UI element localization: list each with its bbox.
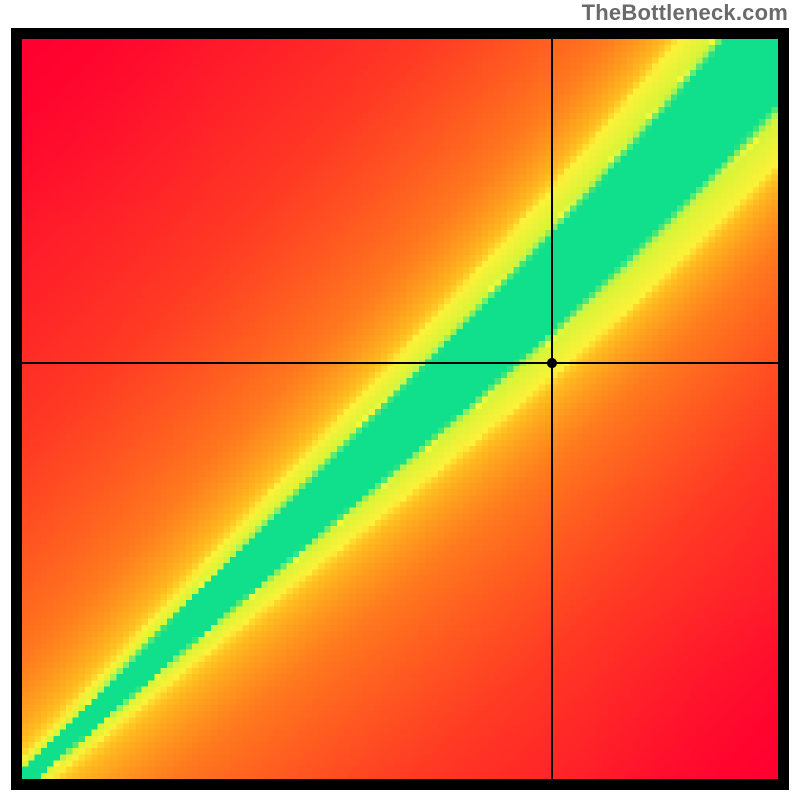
watermark-text: TheBottleneck.com	[582, 0, 788, 26]
plot-border	[11, 28, 789, 790]
figure-root: { "watermark": { "text": "TheBottleneck.…	[0, 0, 800, 800]
crosshair-overlay	[22, 39, 778, 779]
